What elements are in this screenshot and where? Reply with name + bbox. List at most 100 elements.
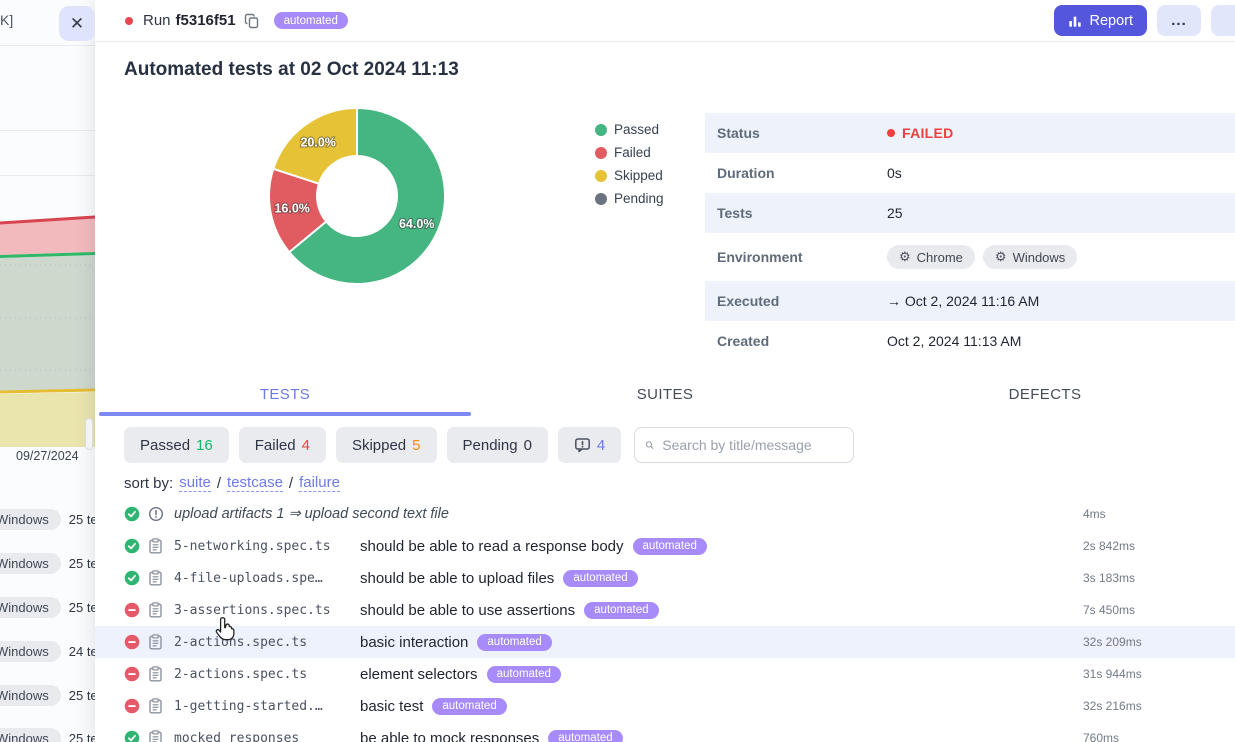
legend-item-failed[interactable]: Failed bbox=[595, 141, 664, 164]
background-run-item[interactable]: Windows 25 tests bbox=[0, 551, 95, 575]
test-row[interactable]: 5-networking.spec.ts should be able to re… bbox=[95, 530, 1235, 562]
legend-label: Pending bbox=[614, 191, 664, 206]
test-title-text: basic interaction bbox=[360, 633, 469, 651]
divider bbox=[0, 130, 95, 131]
filter-label: Failed bbox=[254, 436, 296, 454]
status-failed-icon bbox=[124, 602, 148, 618]
run-badge: automated bbox=[273, 12, 348, 29]
status-passed-icon bbox=[124, 506, 148, 522]
summary-label: Environment bbox=[717, 249, 803, 265]
test-row[interactable]: upload artifacts 1 ⇒ upload second text … bbox=[95, 498, 1235, 530]
tab-suites[interactable]: SUITES bbox=[636, 386, 694, 403]
test-row[interactable]: mocked responses be able to mock response… bbox=[95, 722, 1235, 742]
filter-skipped-button[interactable]: Skipped 5 bbox=[335, 427, 437, 463]
environment-pill: Windows bbox=[0, 508, 61, 530]
tab-tests[interactable]: TESTS bbox=[95, 378, 475, 416]
automated-badge: automated bbox=[548, 729, 623, 742]
copy-icon[interactable] bbox=[244, 13, 260, 29]
test-duration: 7s 450ms bbox=[1083, 603, 1136, 617]
test-title: should be able to upload files automated bbox=[360, 569, 1083, 587]
filter-passed-button[interactable]: Passed 16 bbox=[124, 427, 229, 463]
run-tests-count: 25 tests bbox=[68, 730, 95, 742]
report-button[interactable]: Report bbox=[1054, 5, 1147, 36]
filter-comments-button[interactable]: 4 bbox=[557, 427, 622, 463]
summary-row: Tests 25 bbox=[705, 193, 1235, 233]
run-details-panel: Run f5316f51 automated Report bbox=[95, 0, 1235, 742]
sort-by-testcase[interactable]: testcase bbox=[227, 474, 283, 492]
test-title: basic test automated bbox=[360, 697, 1083, 715]
run-tests-count: 25 tests bbox=[68, 555, 95, 571]
scrollbar-thumb[interactable] bbox=[85, 418, 93, 450]
summary-value: FAILED bbox=[887, 125, 954, 141]
summary-label: Executed bbox=[717, 293, 780, 309]
search-input[interactable] bbox=[662, 437, 844, 453]
background-area-chart bbox=[0, 215, 95, 447]
background-page: K] 09/27/2024 Windows 25 tests Windows 25 t… bbox=[0, 0, 95, 742]
test-file-name: mocked responses bbox=[174, 730, 300, 742]
test-title-text: should be able to read a response body bbox=[360, 537, 624, 555]
test-row[interactable]: 1-getting-started.… basic test automated 32… bbox=[95, 690, 1235, 722]
legend-item-skipped[interactable]: Skipped bbox=[595, 164, 664, 187]
test-title-text: be able to mock responses bbox=[360, 729, 540, 742]
legend-item-passed[interactable]: Passed bbox=[595, 118, 664, 141]
test-title-text: upload artifacts 1 ⇒ upload second text … bbox=[174, 506, 449, 522]
legend-label: Skipped bbox=[614, 168, 663, 183]
chart-date-label: 09/27/2024 bbox=[16, 449, 79, 463]
slice-label: 20.0% bbox=[300, 136, 335, 150]
filter-pending-button[interactable]: Pending 0 bbox=[446, 427, 548, 463]
legend-dot-icon bbox=[595, 169, 607, 182]
test-title: basic interaction automated bbox=[360, 633, 1083, 651]
automated-badge: automated bbox=[632, 537, 707, 555]
bar-chart-icon bbox=[1069, 16, 1082, 27]
test-row[interactable]: 3-assertions.spec.ts should be able to us… bbox=[95, 594, 1235, 626]
clipboard-icon bbox=[148, 570, 174, 586]
filter-failed-button[interactable]: Failed 4 bbox=[238, 427, 326, 463]
test-row[interactable]: 4-file-uploads.spe… should be able to upl… bbox=[95, 562, 1235, 594]
clipboard-icon bbox=[148, 602, 174, 618]
background-run-item[interactable]: Windows 25 tests bbox=[0, 595, 95, 619]
test-duration: 760ms bbox=[1083, 731, 1120, 742]
filter-bar: Passed 16 Failed 4 Skipped 5 Pending 0 4 bbox=[124, 427, 855, 463]
test-duration: 2s 842ms bbox=[1083, 539, 1136, 553]
tab-defects[interactable]: DEFECTS bbox=[1008, 386, 1082, 403]
background-run-item[interactable]: Windows 25 tests bbox=[0, 507, 95, 531]
automated-badge: automated bbox=[584, 601, 659, 619]
summary-label: Created bbox=[717, 333, 770, 349]
summary-value: 25 bbox=[887, 205, 903, 221]
environment-chip-chrome[interactable]: ⚙︎ Chrome bbox=[887, 245, 975, 269]
background-run-item[interactable]: Windows 25 tests bbox=[0, 683, 95, 707]
partial-action-button[interactable] bbox=[1211, 5, 1235, 36]
test-duration: 3s 183ms bbox=[1083, 571, 1136, 585]
test-file-name: 4-file-uploads.spe… bbox=[174, 570, 323, 586]
background-run-item[interactable]: Windows 25 tests bbox=[0, 726, 95, 742]
summary-label: Duration bbox=[717, 165, 775, 181]
automated-badge: automated bbox=[563, 569, 638, 587]
clipboard-icon bbox=[148, 538, 174, 554]
chip-label: Chrome bbox=[916, 249, 963, 265]
close-icon[interactable]: ✕ bbox=[59, 6, 95, 41]
more-actions-button[interactable]: ... bbox=[1157, 5, 1201, 36]
status-passed-icon bbox=[124, 730, 148, 742]
background-run-item[interactable]: Windows 24 tests bbox=[0, 639, 95, 663]
filter-count: 4 bbox=[596, 436, 606, 454]
test-title: be able to mock responses automated bbox=[360, 729, 1083, 742]
legend-dot-icon bbox=[595, 123, 607, 136]
environment-pill: Windows bbox=[0, 684, 61, 706]
chip-label: Windows bbox=[1012, 249, 1066, 265]
page-title: Automated tests at 02 Oct 2024 11:13 bbox=[124, 59, 459, 80]
test-row[interactable]: 2-actions.spec.ts basic interaction automa… bbox=[95, 626, 1235, 658]
sort-by-failure[interactable]: failure bbox=[299, 474, 340, 492]
test-row[interactable]: 2-actions.spec.ts element selectors automa… bbox=[95, 658, 1235, 690]
sort-by-suite[interactable]: suite bbox=[179, 474, 211, 492]
results-donut-chart: 64.0% 16.0% 20.0% bbox=[268, 107, 446, 285]
donut-slice-skipped[interactable] bbox=[272, 107, 358, 185]
environment-chip-windows[interactable]: ⚙︎ Windows bbox=[982, 245, 1078, 269]
test-title: should be able to read a response body au… bbox=[360, 537, 1083, 555]
legend-item-pending[interactable]: Pending bbox=[595, 187, 664, 210]
summary-value: ⚙︎ Chrome ⚙︎ Windows bbox=[887, 245, 1078, 269]
donut-slice-passed[interactable] bbox=[288, 107, 446, 285]
summary-label: Status bbox=[717, 125, 760, 141]
test-title: element selectors automated bbox=[360, 665, 1083, 683]
status-passed-icon bbox=[124, 570, 148, 586]
